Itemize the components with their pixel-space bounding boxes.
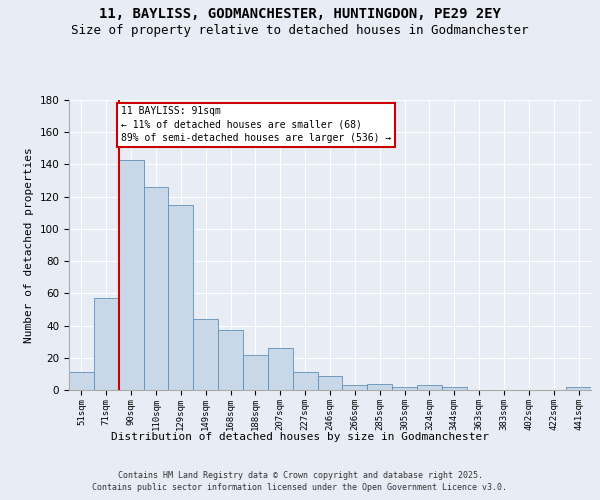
Bar: [392, 387, 417, 390]
Text: Contains HM Land Registry data © Crown copyright and database right 2025.: Contains HM Land Registry data © Crown c…: [118, 471, 482, 480]
Text: Size of property relative to detached houses in Godmanchester: Size of property relative to detached ho…: [71, 24, 529, 37]
Bar: [169, 204, 193, 390]
Bar: [94, 298, 119, 390]
Bar: [293, 372, 317, 390]
Bar: [143, 187, 169, 390]
Bar: [442, 387, 467, 390]
Text: 11 BAYLISS: 91sqm
← 11% of detached houses are smaller (68)
89% of semi-detached: 11 BAYLISS: 91sqm ← 11% of detached hous…: [121, 106, 391, 143]
Bar: [343, 385, 367, 390]
Bar: [317, 376, 343, 390]
Bar: [193, 319, 218, 390]
Text: Distribution of detached houses by size in Godmanchester: Distribution of detached houses by size …: [111, 432, 489, 442]
Text: Contains public sector information licensed under the Open Government Licence v3: Contains public sector information licen…: [92, 484, 508, 492]
Y-axis label: Number of detached properties: Number of detached properties: [24, 147, 34, 343]
Bar: [243, 354, 268, 390]
Bar: [268, 348, 293, 390]
Bar: [218, 330, 243, 390]
Text: 11, BAYLISS, GODMANCHESTER, HUNTINGDON, PE29 2EY: 11, BAYLISS, GODMANCHESTER, HUNTINGDON, …: [99, 8, 501, 22]
Bar: [417, 385, 442, 390]
Bar: [69, 372, 94, 390]
Bar: [367, 384, 392, 390]
Bar: [566, 387, 591, 390]
Bar: [119, 160, 143, 390]
